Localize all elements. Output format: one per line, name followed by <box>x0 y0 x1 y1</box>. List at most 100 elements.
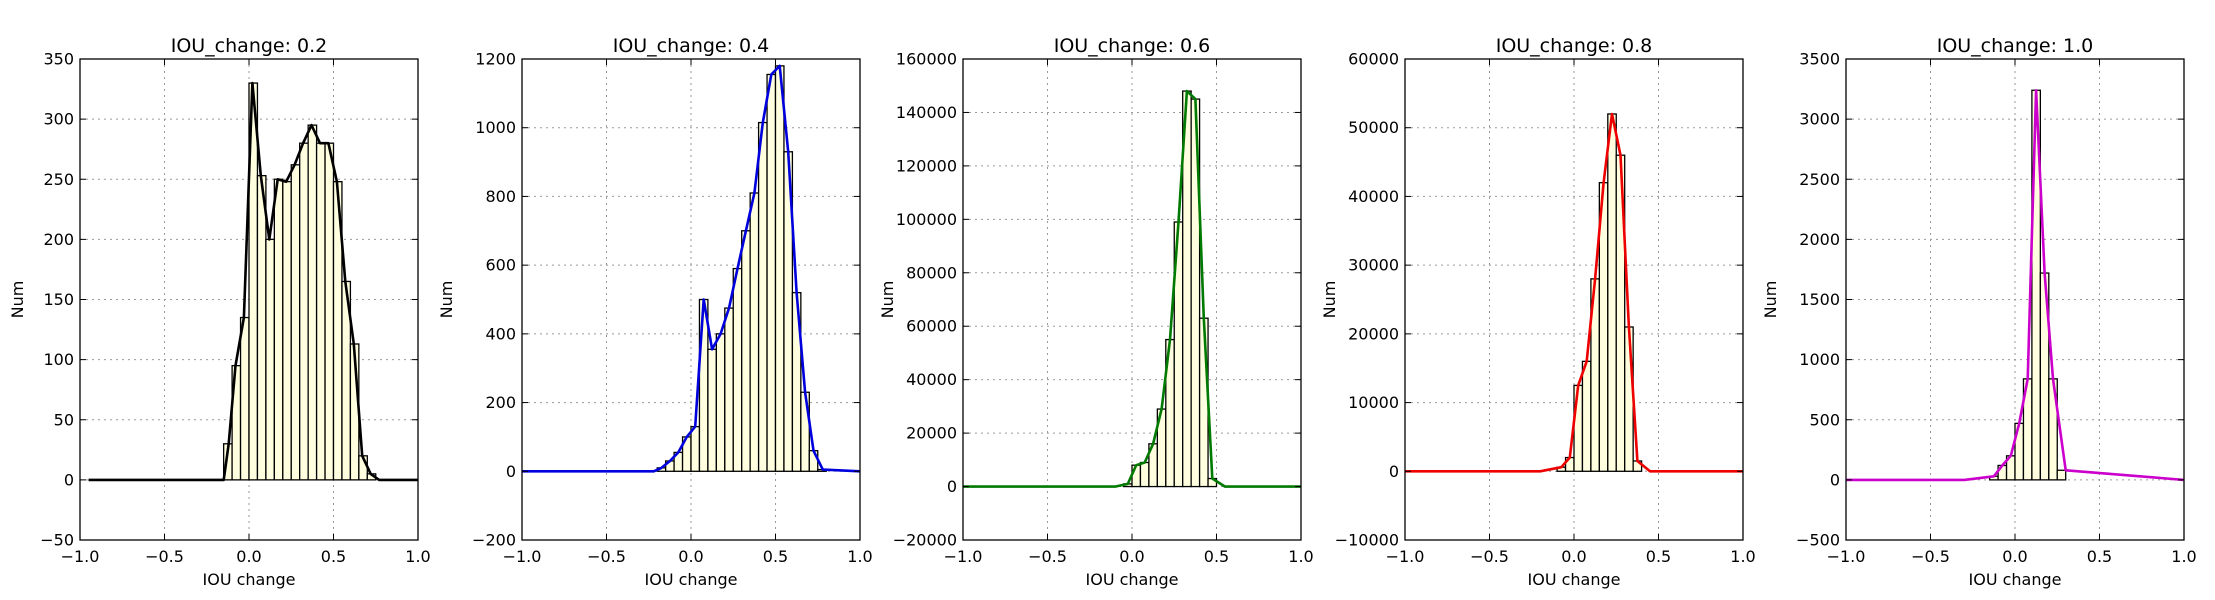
histogram-bar <box>690 425 701 472</box>
histogram-bar <box>732 267 743 472</box>
y-axis-label: Num <box>8 281 27 319</box>
series-line <box>963 89 1301 488</box>
histogram-bar <box>1139 461 1150 488</box>
y-tick-label: 100 <box>43 350 74 369</box>
histogram-bar <box>239 316 250 481</box>
x-tick-label: −0.5 <box>145 547 184 566</box>
chart-title: IOU_change: 0.8 <box>1496 35 1653 57</box>
y-tick-label: 30000 <box>1348 256 1399 275</box>
chart-title: IOU_change: 1.0 <box>1937 35 2094 57</box>
x-tick-label: 1.0 <box>1288 547 1313 566</box>
y-tick-label: 250 <box>43 170 74 189</box>
histogram-bar <box>2056 469 2067 481</box>
histogram-bar <box>299 142 309 481</box>
y-tick-label: 200 <box>43 230 74 249</box>
x-tick-label: −1.0 <box>61 547 100 566</box>
histogram-bar <box>741 230 751 472</box>
x-tick-label: 0.5 <box>1646 547 1671 566</box>
histogram-bar <box>766 73 777 472</box>
y-tick-label: 100000 <box>896 210 957 229</box>
histogram-bar <box>808 450 819 472</box>
x-tick-label: −1.0 <box>944 547 983 566</box>
y-tick-label: 2500 <box>1799 170 1840 189</box>
histogram-bar <box>315 142 326 481</box>
y-tick-label: 0 <box>1389 462 1399 481</box>
chart-panel-5: −1.0 −0.5 0.0 0.5 1.0 −500 0 500 1000 1500 2000 250… <box>1761 35 2197 589</box>
y-tick-label: 2000 <box>1799 230 1840 249</box>
x-tick-label: −0.5 <box>1028 547 1067 566</box>
y-tick-label: 500 <box>1809 410 1840 429</box>
x-tick-label: 1.0 <box>2171 547 2196 566</box>
y-tick-label: 800 <box>485 187 516 206</box>
chart-panel-4: −1.0 −0.5 0.0 0.5 1.0 −10000 0 10000 20000 30000 4… <box>1320 35 1756 589</box>
histogram-bar <box>307 124 318 481</box>
y-tick-label: 3500 <box>1799 50 1840 69</box>
y-tick-label: 600 <box>485 256 516 275</box>
y-tick-label: 40000 <box>906 370 957 389</box>
y-tick-label: −10000 <box>1335 531 1399 550</box>
y-tick-label: 140000 <box>896 103 957 122</box>
y-tick-label: 300 <box>43 110 74 129</box>
y-tick-label: 0 <box>1830 470 1840 489</box>
y-axis-label: Num <box>437 281 456 319</box>
histogram-bar <box>290 164 301 481</box>
y-tick-label: 400 <box>485 324 516 343</box>
y-tick-label: 80000 <box>906 263 957 282</box>
y-tick-label: 40000 <box>1348 187 1399 206</box>
x-tick-label: −1.0 <box>1827 547 1866 566</box>
x-tick-label: 0.0 <box>236 547 261 566</box>
y-axis-label: Num <box>878 281 897 319</box>
x-axis-label: IOU change <box>1969 570 2062 589</box>
chart-title: IOU_change: 0.2 <box>171 35 328 57</box>
chart-panel-3: −1.0 −0.5 0.0 0.5 1.0 −20000 0 20000 40000 60000 8… <box>878 35 1314 589</box>
y-tick-label: 0 <box>64 470 74 489</box>
y-tick-label: 50 <box>54 410 74 429</box>
histogram-bar <box>273 178 284 481</box>
x-axis-label: IOU change <box>203 570 296 589</box>
y-tick-label: −50 <box>40 531 74 550</box>
y-tick-label: 60000 <box>1348 50 1399 69</box>
chart-panel-1: −1.0 −0.5 0.0 0.5 1.0 −50 0 50 100 150 200 250 300 35… <box>8 35 431 589</box>
y-tick-label: 120000 <box>896 156 957 175</box>
chart-title: IOU_change: 0.4 <box>613 35 770 57</box>
x-axis-label: IOU change <box>1086 570 1179 589</box>
x-tick-label: 1.0 <box>1730 547 1755 566</box>
histogram-bar <box>1624 326 1634 472</box>
x-tick-label: −1.0 <box>503 547 542 566</box>
series-line <box>522 64 861 473</box>
series-line <box>88 81 418 482</box>
x-tick-label: 0.5 <box>763 547 788 566</box>
y-tick-label: 20000 <box>1348 324 1399 343</box>
histogram-bar <box>757 121 768 472</box>
y-tick-label: 160000 <box>896 50 957 69</box>
y-tick-label: 1200 <box>475 50 516 69</box>
x-tick-label: 0.0 <box>1561 547 1586 566</box>
histogram-bar <box>1131 464 1142 488</box>
x-tick-label: 0.5 <box>1204 547 1229 566</box>
x-tick-label: 0.5 <box>321 547 346 566</box>
histogram-bar <box>749 192 760 472</box>
y-tick-label: 0 <box>506 462 516 481</box>
x-tick-label: 1.0 <box>847 547 872 566</box>
x-tick-label: 0.5 <box>2087 547 2112 566</box>
histogram-bar <box>1198 317 1209 488</box>
y-tick-label: 1000 <box>475 118 516 137</box>
y-tick-label: −200 <box>472 531 516 550</box>
histogram-bar <box>1581 360 1592 472</box>
histogram-bar <box>1573 384 1584 472</box>
y-tick-label: −500 <box>1796 531 1840 550</box>
y-axis-label: Num <box>1320 281 1339 319</box>
y-tick-label: 1000 <box>1799 350 1840 369</box>
series-line <box>1846 89 2185 482</box>
histogram-bar <box>1607 113 1617 472</box>
y-tick-label: 0 <box>947 477 957 496</box>
x-tick-label: −0.5 <box>1911 547 1950 566</box>
chart-title: IOU_change: 0.6 <box>1054 35 1211 57</box>
histogram-bar <box>265 238 275 481</box>
x-tick-label: 0.0 <box>1119 547 1144 566</box>
x-tick-label: 0.0 <box>2002 547 2027 566</box>
x-axis-label: IOU change <box>645 570 738 589</box>
histogram-bar <box>324 142 335 481</box>
x-tick-label: −0.5 <box>1470 547 1509 566</box>
